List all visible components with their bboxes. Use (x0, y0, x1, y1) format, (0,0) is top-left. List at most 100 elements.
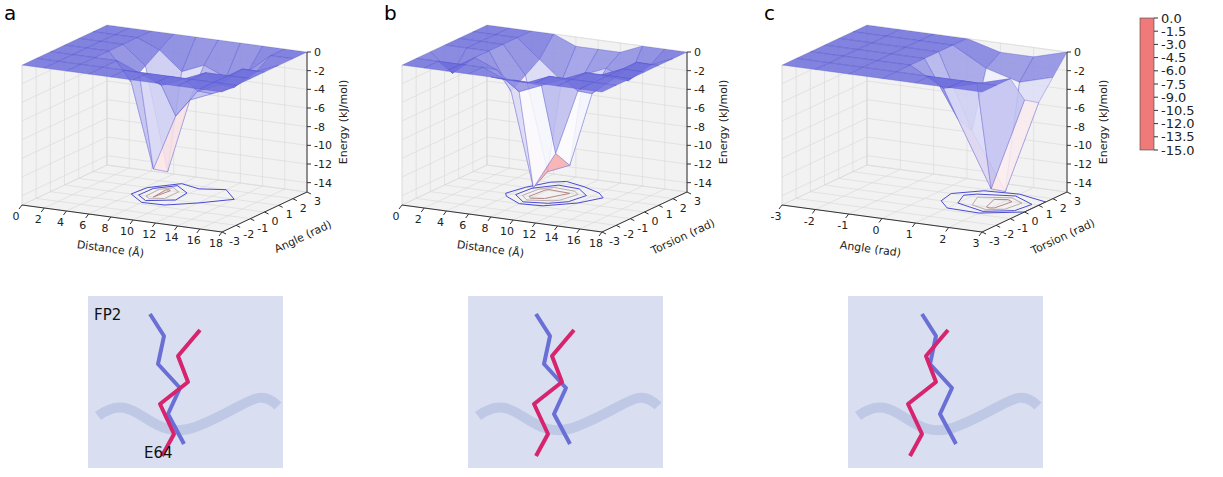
tick-label: -15.0 (1161, 143, 1195, 158)
surface (402, 25, 687, 188)
axis-title: Torsion (rad) (648, 216, 717, 258)
tick (1067, 182, 1071, 183)
tick-label: -4 (1074, 83, 1085, 96)
contour (153, 190, 170, 197)
axis-line (307, 52, 308, 192)
tick (1154, 110, 1158, 111)
tick (912, 223, 915, 227)
tick-label: -3 (609, 235, 620, 248)
tick-label: 0 (13, 210, 20, 223)
panel: 024681012141618Distance (Å)-3-2-10123Tor… (384, 1, 730, 468)
tick-label: 3 (1074, 195, 1081, 208)
tick (197, 229, 200, 233)
tick-label: -4 (694, 83, 705, 96)
tick-label: 16 (187, 234, 201, 247)
tick-label: 0 (694, 46, 701, 59)
tick-label: 12 (522, 228, 536, 241)
tick (630, 219, 634, 221)
tick (307, 52, 311, 53)
tick-label: 3 (694, 195, 701, 208)
tick (152, 223, 155, 227)
panel: 024681012141618Distance (Å)-3-2-10123Ang… (4, 1, 350, 468)
tick (1154, 84, 1158, 85)
structure-inset (848, 296, 1043, 468)
tick-label: 14 (545, 231, 559, 244)
tick-label: -3 (229, 235, 240, 248)
surface (782, 25, 1067, 192)
tick (532, 223, 535, 227)
tick (879, 219, 882, 223)
tick (421, 208, 424, 212)
tick (307, 108, 311, 109)
tick (1039, 205, 1043, 207)
tick (399, 205, 402, 209)
z-axis: -14-12-10-8-6-4-20Energy (kJ/mol) (307, 46, 350, 192)
surface-cell (949, 81, 997, 92)
grid-line (796, 58, 996, 225)
surface-cell (1020, 52, 1068, 82)
tick-label: -10 (1074, 139, 1092, 152)
plot-area (22, 25, 307, 205)
tick (1053, 199, 1057, 201)
tick-label: -8 (1074, 121, 1085, 134)
contour (972, 197, 1022, 210)
tick-label: 2 (939, 233, 946, 246)
tick (1067, 89, 1071, 90)
surface-cell (469, 67, 505, 79)
tick-label: 1 (1046, 208, 1053, 221)
tick-label: -8 (694, 121, 705, 134)
contour (139, 186, 187, 201)
tick (222, 232, 226, 234)
colorbar: 0.0-1.5-3.0-4.5-6.0-7.5-9.0-10.5-12.0-13… (1140, 11, 1195, 158)
grid-line (782, 156, 1067, 196)
tick-label: 6 (79, 219, 86, 232)
surface (22, 25, 307, 172)
grid-line (445, 45, 645, 212)
tick-label: -2 (694, 65, 705, 78)
tick (1154, 123, 1158, 124)
contours (131, 184, 234, 205)
tick (488, 217, 491, 221)
tick (307, 182, 311, 183)
axis-title: Angle (rad) (272, 218, 333, 256)
tick-label: 0 (272, 215, 279, 228)
tick (1067, 52, 1071, 53)
z-axis: -14-12-10-8-6-4-20Energy (kJ/mol) (1067, 46, 1110, 192)
inset-ribbon (98, 398, 278, 430)
tick (236, 225, 240, 227)
pane (107, 25, 307, 192)
tick-label: -4 (314, 83, 325, 96)
tick-label: 6 (459, 219, 466, 232)
tick (982, 232, 986, 234)
tick-label: 4 (57, 216, 64, 229)
axis-title: Distance (Å) (456, 238, 525, 260)
axis-line (687, 52, 688, 192)
axis-line (782, 205, 982, 232)
tick-label: 2 (680, 202, 687, 215)
pane (487, 25, 687, 192)
axis-title: Distance (Å) (76, 238, 145, 260)
tick (293, 199, 297, 201)
tick-label: 8 (101, 222, 108, 235)
grid-line (36, 58, 236, 225)
surface-cell (256, 56, 292, 72)
inset-stick (160, 330, 200, 456)
tick (687, 145, 691, 146)
tick-label: -1 (837, 219, 848, 232)
tick (577, 229, 580, 233)
surface-cell (200, 82, 236, 92)
tick (812, 210, 815, 214)
tick-label: 4 (437, 216, 444, 229)
tick-label: 12 (142, 228, 156, 241)
grid-line (402, 65, 602, 232)
inset-background (468, 296, 663, 468)
axes: 024681012141618Distance (Å)-3-2-10123Tor… (393, 46, 731, 260)
panes (402, 25, 687, 232)
surface-cell (541, 79, 577, 153)
tick-label: 0 (873, 224, 880, 237)
axes: 024681012141618Distance (Å)-3-2-10123Ang… (13, 46, 351, 260)
grid-line (93, 32, 293, 199)
tick-label: -2 (314, 65, 325, 78)
inset-background (848, 296, 1043, 468)
contour (522, 187, 578, 200)
